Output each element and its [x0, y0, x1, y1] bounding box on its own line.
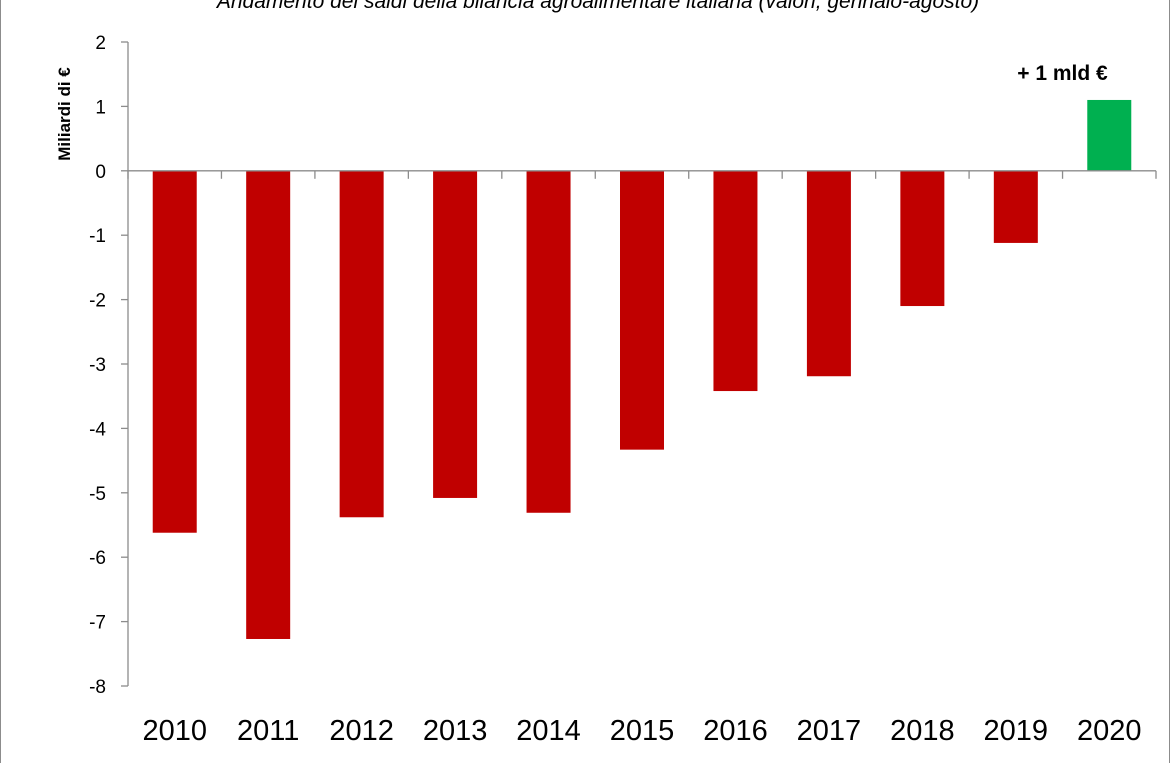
y-tick-label: 0 — [95, 162, 106, 183]
y-tick-label: -6 — [89, 548, 106, 569]
x-tick-label: 2016 — [703, 715, 768, 747]
y-tick-label: -5 — [89, 484, 106, 505]
y-axis-label: Miliardi di € — [55, 67, 74, 161]
y-tick-label: 2 — [95, 33, 106, 54]
annotation-label: + 1 mld € — [1017, 62, 1108, 85]
bar-2017 — [806, 170, 851, 377]
y-tick-label: -1 — [89, 226, 106, 247]
x-tick-label: 2020 — [1077, 715, 1142, 747]
x-axis — [127, 170, 1157, 179]
bar-2011 — [246, 170, 291, 639]
y-tick-label: -8 — [89, 677, 106, 698]
bar-2014 — [526, 170, 571, 513]
bar-2013 — [433, 170, 478, 498]
bars — [152, 99, 1132, 639]
y-tick-label: -4 — [89, 419, 106, 440]
x-tick-label: 2014 — [516, 715, 581, 747]
x-tick-labels: 2010 2011 2012 2013 2014 2015 2016 2017 2018 2019… — [142, 715, 1141, 747]
y-tick-label: 1 — [95, 97, 106, 118]
y-tick-label: -3 — [89, 355, 106, 376]
x-tick-label: 2017 — [797, 715, 862, 747]
x-tick-label: 2012 — [329, 715, 394, 747]
bar-2018 — [900, 170, 945, 307]
x-tick-label: 2013 — [423, 715, 488, 747]
x-tick-label: 2010 — [142, 715, 207, 747]
y-tick-label: -2 — [89, 291, 106, 312]
bar-2015 — [620, 170, 664, 450]
x-tick-label: 2011 — [237, 715, 299, 747]
x-tick-label: 2018 — [890, 715, 955, 747]
bar-2010 — [152, 170, 197, 533]
bar-2016 — [713, 170, 758, 392]
bar-2020 — [1087, 99, 1132, 171]
chart-title: Andamento dei saldi della bilancia agroa… — [215, 0, 979, 13]
bar-2019 — [993, 170, 1038, 243]
y-tick-label: -7 — [89, 613, 106, 634]
bar-2012 — [339, 170, 384, 518]
x-tick-label: 2019 — [984, 715, 1049, 747]
x-tick-label: 2015 — [610, 715, 675, 747]
y-axis: 2 1 0 -1 -2 -3 -4 -5 -6 -7 -8 — [89, 33, 129, 698]
